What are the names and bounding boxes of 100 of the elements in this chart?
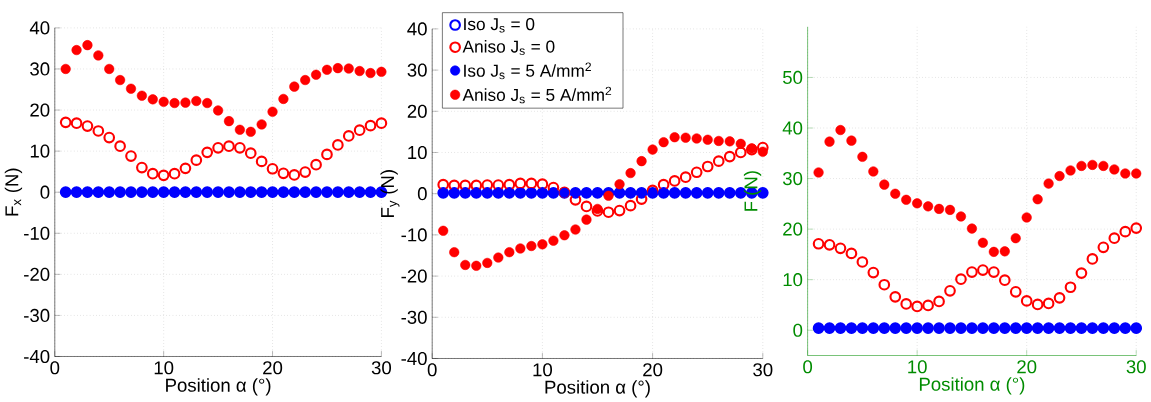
point bbox=[724, 136, 735, 147]
point bbox=[223, 140, 235, 153]
x-tick-label: 20 bbox=[643, 363, 663, 377]
x-axis-title: Position α (°) bbox=[919, 377, 1025, 395]
legend-label: Aniso J$_{s}$ = 5 A/mm$^{2}$ bbox=[462, 86, 612, 104]
point bbox=[310, 158, 322, 171]
point bbox=[548, 235, 559, 246]
point bbox=[636, 156, 647, 167]
y-axis-title: F (N) bbox=[743, 171, 762, 211]
point bbox=[526, 241, 537, 252]
point bbox=[136, 90, 147, 101]
point bbox=[1076, 160, 1087, 172]
point bbox=[437, 178, 450, 191]
y-tick-label: -30 bbox=[401, 310, 427, 324]
point bbox=[1131, 168, 1142, 179]
point bbox=[834, 242, 847, 255]
y-tick-label: 10 bbox=[783, 273, 803, 287]
point bbox=[71, 45, 82, 56]
point bbox=[977, 237, 988, 248]
point bbox=[955, 273, 967, 286]
x-tick-label: 30 bbox=[371, 361, 392, 375]
point bbox=[321, 148, 333, 161]
point bbox=[256, 119, 267, 130]
y-tick-label: -40 bbox=[24, 349, 50, 364]
point bbox=[70, 117, 83, 130]
point bbox=[813, 167, 824, 178]
point bbox=[191, 96, 202, 107]
point bbox=[267, 106, 278, 117]
point bbox=[158, 96, 169, 107]
point bbox=[569, 194, 582, 206]
point bbox=[613, 204, 626, 217]
point bbox=[471, 260, 482, 271]
x-tick-label: 30 bbox=[1126, 360, 1146, 374]
point bbox=[202, 98, 213, 109]
point bbox=[944, 285, 956, 297]
point bbox=[157, 169, 170, 182]
point bbox=[889, 291, 902, 303]
point bbox=[1020, 295, 1033, 307]
point bbox=[857, 151, 868, 162]
x-tick-label: 20 bbox=[263, 361, 283, 375]
point bbox=[812, 237, 825, 250]
point bbox=[933, 295, 945, 308]
point bbox=[723, 150, 736, 163]
point bbox=[679, 171, 692, 184]
point bbox=[625, 168, 636, 179]
y-tick-label: 0 bbox=[793, 323, 803, 337]
point bbox=[288, 169, 301, 181]
x-tick-label: 10 bbox=[908, 360, 927, 374]
point bbox=[147, 94, 158, 105]
point bbox=[657, 178, 670, 191]
y-tick-label: 40 bbox=[782, 121, 803, 135]
x-tick-label: 20 bbox=[1017, 360, 1037, 374]
point bbox=[1042, 297, 1055, 310]
point bbox=[735, 138, 746, 149]
point bbox=[988, 246, 999, 257]
point bbox=[266, 162, 279, 175]
y-tick-label: 30 bbox=[782, 172, 803, 186]
point bbox=[278, 93, 289, 105]
y-tick-label: 30 bbox=[407, 63, 427, 77]
point bbox=[201, 146, 214, 159]
point bbox=[213, 105, 224, 116]
y-tick-label: 50 bbox=[783, 70, 803, 85]
point bbox=[375, 117, 388, 130]
point bbox=[934, 203, 945, 214]
point bbox=[104, 63, 115, 75]
point bbox=[1109, 164, 1120, 175]
point bbox=[1021, 212, 1032, 223]
point bbox=[823, 238, 836, 251]
y-tick-label: -10 bbox=[401, 228, 427, 242]
point bbox=[343, 63, 354, 74]
point bbox=[1065, 165, 1076, 176]
point bbox=[514, 177, 527, 190]
point bbox=[1097, 241, 1110, 254]
point bbox=[115, 75, 126, 86]
point bbox=[1031, 298, 1044, 311]
point bbox=[353, 124, 366, 137]
point bbox=[669, 132, 680, 143]
point bbox=[647, 144, 658, 155]
point bbox=[81, 120, 94, 132]
point bbox=[332, 63, 343, 74]
point bbox=[580, 200, 593, 213]
point bbox=[136, 161, 148, 174]
point bbox=[845, 247, 858, 260]
point bbox=[1087, 159, 1098, 170]
point bbox=[1053, 292, 1066, 304]
point bbox=[82, 40, 93, 51]
point bbox=[103, 131, 116, 144]
point bbox=[223, 116, 235, 127]
point bbox=[966, 223, 977, 234]
x-tick-label: 0 bbox=[427, 363, 437, 377]
point bbox=[1119, 225, 1132, 238]
point bbox=[190, 154, 203, 167]
y-tick-label: 40 bbox=[407, 22, 427, 36]
point bbox=[59, 116, 72, 129]
point bbox=[878, 278, 891, 291]
point bbox=[114, 140, 126, 153]
y-tick-label: 30 bbox=[30, 62, 50, 76]
point bbox=[614, 179, 625, 190]
point bbox=[602, 206, 615, 219]
point bbox=[901, 194, 912, 205]
